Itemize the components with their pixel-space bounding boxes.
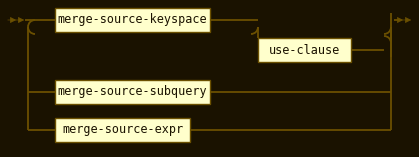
FancyBboxPatch shape — [258, 38, 351, 62]
Text: merge-source-keyspace: merge-source-keyspace — [58, 14, 207, 27]
Text: merge-source-expr: merge-source-expr — [62, 124, 183, 136]
FancyBboxPatch shape — [55, 118, 190, 142]
FancyBboxPatch shape — [55, 8, 210, 32]
FancyBboxPatch shape — [55, 80, 210, 104]
Text: merge-source-subquery: merge-source-subquery — [58, 86, 207, 98]
Text: use-clause: use-clause — [269, 43, 340, 57]
